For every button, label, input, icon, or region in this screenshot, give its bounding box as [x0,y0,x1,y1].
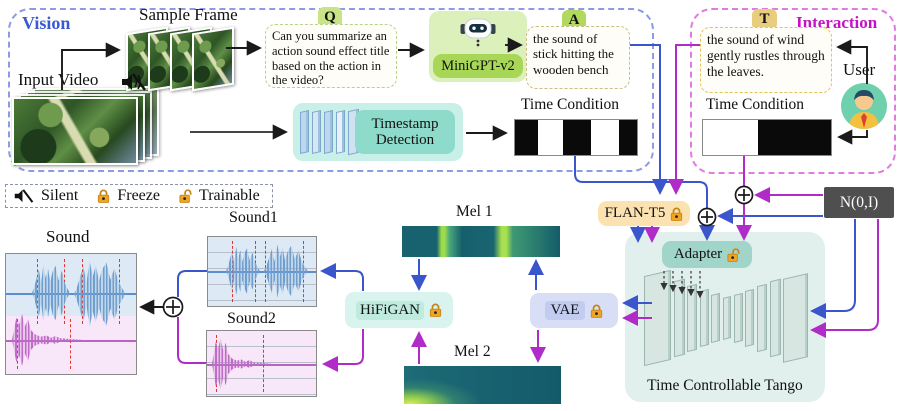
time-condition-segment-black [562,120,592,155]
adapter-label: Adapter [673,246,723,262]
time-condition-segment-black [515,120,539,155]
interaction-text-badge: T [752,9,777,30]
interaction-time-condition-bar [702,119,832,156]
legend-freeze-label: Freeze [117,187,160,204]
adapter-trainable-lock-icon [727,247,740,262]
mute-icon [122,73,146,91]
answer-badge: A [562,10,586,31]
timestamp-detection-label: Timestamp Detection [355,110,455,154]
video-encoder-card: Timestamp Detection [293,103,463,161]
freeze-lock-icon [98,189,110,203]
user-label: User [843,60,876,79]
sound1-label: Sound1 [229,209,278,226]
mel2-spectrogram [404,366,561,404]
legend-silent-label: Silent [41,187,79,204]
hifigan-freeze-lock-icon [429,303,442,317]
flan-t5-freeze-lock-icon [671,207,683,221]
noise-block: N(0,I) [824,187,894,218]
hifigan-label: HiFiGAN [355,300,424,320]
unet-stack [644,268,808,368]
sound1-waveform-panel [207,236,317,307]
sound2-label: Sound2 [227,310,276,327]
flan-t5-label: FLAN-T5 [604,205,666,221]
vae-label: VAE [544,301,586,320]
interaction-text-box: the sound of wind gently rustles through… [700,27,832,93]
vision-time-condition-label: Time Condition [521,96,620,113]
user-avatar [841,83,887,129]
time-condition-segment-black [619,120,638,155]
time-condition-segment-black [758,120,831,155]
vae-freeze-lock-icon [591,304,603,318]
question-box: Can you summarize an action sound effect… [265,24,397,88]
legend-trainable-label: Trainable [198,187,260,204]
hifigan-block: HiFiGAN [345,292,453,328]
time-condition-segment-white [538,120,563,155]
time-condition-segment-white [591,120,620,155]
interaction-time-condition-label: Time Condition [706,96,805,113]
legend: Silent Freeze Trainable [5,184,273,208]
tct-label: Time Controllable Tango [647,377,803,394]
vae-block: VAE [530,293,618,328]
trainable-lock-icon [179,189,192,203]
mel1-label: Mel 1 [456,203,493,220]
robot-icon [460,18,496,47]
sound-waveform-panel [5,253,137,375]
input-video-label: Input Video [18,70,99,89]
answer-box: the sound of stick hitting the wooden be… [526,26,630,89]
silent-icon [14,189,34,203]
sound2-waveform-panel [206,330,317,397]
adapter-block: Adapter [662,241,752,268]
minigpt-card: MiniGPT-v2 [429,11,527,82]
mel1-spectrogram [402,226,560,257]
sound-label: Sound [46,227,90,246]
mel2-label: Mel 2 [454,343,491,360]
video-encoder-slabs [300,108,359,156]
input-video-thumbnails [10,84,170,168]
flan-t5-block: FLAN-T5 [598,201,690,226]
time-condition-segment-white [703,120,759,155]
sample-frame-label: Sample Frame [139,5,238,24]
question-badge: Q [318,7,342,28]
vision-time-condition-bar [514,119,638,156]
minigpt-label: MiniGPT-v2 [433,54,523,78]
vision-region-label: Vision [22,13,71,33]
